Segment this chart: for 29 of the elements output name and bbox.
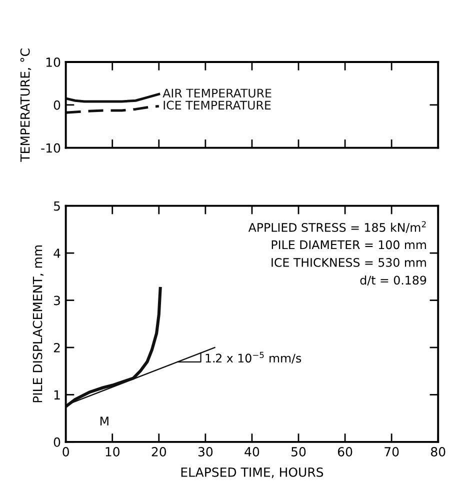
annotation: APPLIED STRESS = 185 kN/m$^{2}$ [248, 221, 426, 233]
series-label: ICE TEMPERATURE [164, 100, 271, 110]
y-axis-title: PILE DISPLACEMENT, mm [32, 245, 44, 402]
y-tick-label: 1 [54, 390, 60, 400]
y-tick-label: 10 [46, 57, 60, 67]
y-tick-label: 4 [54, 248, 60, 258]
y-tick-label: 2 [54, 342, 60, 352]
x-tick-label: 0 [62, 447, 69, 456]
annotation: d/t = 0.189 [360, 275, 426, 286]
x-tick-label: 60 [338, 447, 352, 456]
annotation: ICE THICKNESS = 530 mm [272, 258, 426, 267]
x-tick-label: 50 [292, 447, 306, 456]
x-tick-label: 80 [431, 447, 446, 456]
x-tick-label: 40 [244, 447, 260, 456]
y-tick-label: 3 [54, 296, 60, 306]
annotation: PILE DIAMETER = 100 mm [272, 240, 426, 250]
y-axis-title: TEMPERATURE, °C [20, 48, 32, 162]
x-tick-label: 20 [152, 447, 166, 456]
x-tick-label: 30 [198, 447, 213, 456]
y-tick-label: 5 [54, 201, 60, 211]
x-axis-title: ELAPSED TIME, HOURS [181, 467, 324, 478]
y-tick-label: -10 [41, 143, 60, 153]
series-label: AIR TEMPERATURE [162, 88, 272, 98]
annotation: M [100, 416, 108, 426]
y-tick-label: 0 [54, 437, 60, 447]
x-tick-label: 70 [384, 447, 399, 456]
y-tick-label: 0 [54, 100, 60, 110]
annotation: 1.2 x 10$^{−5}$ mm/s [206, 352, 302, 364]
x-tick-label: 10 [106, 447, 120, 456]
